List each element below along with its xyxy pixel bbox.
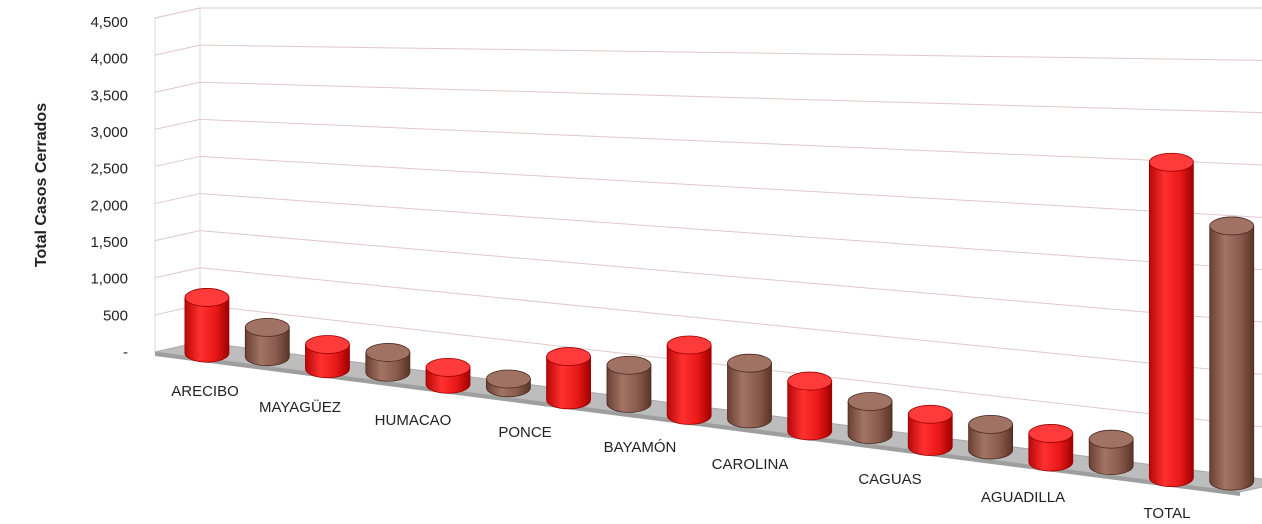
bar-carolina-series-1 (787, 371, 833, 441)
x-category-label: TOTAL (1144, 505, 1191, 522)
gridline (199, 230, 1262, 323)
y-tick-label: 4,000 (90, 51, 128, 68)
y-tick-label: 1,500 (90, 234, 128, 251)
x-category-label: AGUADILLA (981, 489, 1065, 506)
gridline-side (154, 7, 201, 19)
bar-arecibo-series-1 (184, 288, 230, 363)
y-tick-label: 3,500 (90, 87, 128, 104)
bar-humacao-series-1 (425, 358, 471, 394)
gridline (199, 155, 1262, 218)
gridline (199, 44, 1262, 61)
gridline-side (154, 118, 201, 130)
y-tick-label: 2,500 (90, 161, 128, 178)
y-axis-label: Total Casos Cerrados (33, 103, 50, 267)
gridline (199, 267, 1262, 375)
y-tick-label: 2,000 (90, 197, 128, 214)
x-category-label: BAYAMÓN (604, 439, 677, 456)
x-category-label: HUMACAO (375, 412, 452, 429)
bar-mayagüez-series-2 (365, 343, 411, 382)
bar-ponce-series-1 (546, 347, 591, 410)
x-category-label: PONCE (498, 424, 551, 441)
bar-bayamón-series-1 (666, 335, 712, 425)
gridline-side (154, 44, 201, 56)
bar-arecibo-series-2 (244, 317, 290, 367)
bar-caguas-series-2 (968, 414, 1014, 460)
gridline-side (154, 155, 201, 167)
bar-aguadilla-series-1 (1028, 424, 1074, 472)
gridline-side (154, 267, 201, 279)
y-tick-label: 4,500 (90, 14, 128, 31)
x-category-label: CAGUAS (858, 471, 921, 488)
y-tick-label: 500 (103, 307, 128, 324)
bar-aguadilla-series-2 (1088, 429, 1134, 475)
bar-total-series-1 (1148, 152, 1194, 488)
bar-ponce-series-2 (606, 355, 652, 413)
y-tick-label: 3,000 (90, 124, 128, 141)
y-tick-label: 1,000 (90, 271, 128, 288)
gridline-side (154, 193, 201, 205)
bar-carolina-series-2 (847, 392, 893, 444)
gridline-side (154, 81, 201, 93)
gridline (199, 118, 1262, 166)
y-tick-label: - (123, 344, 128, 361)
x-category-label: ARECIBO (171, 383, 239, 400)
x-category-label: MAYAGÜEZ (259, 398, 341, 416)
x-category-label: CAROLINA (712, 456, 789, 473)
gridline-side (154, 230, 201, 242)
bar-bayamón-series-2 (727, 353, 772, 429)
bar-total-series-2 (1209, 216, 1255, 491)
gridline (199, 81, 1262, 114)
bar-mayagüez-series-1 (305, 335, 350, 379)
gridline (199, 193, 1262, 271)
bar-caguas-series-1 (907, 404, 953, 456)
bar-humacao-series-2 (485, 369, 531, 398)
